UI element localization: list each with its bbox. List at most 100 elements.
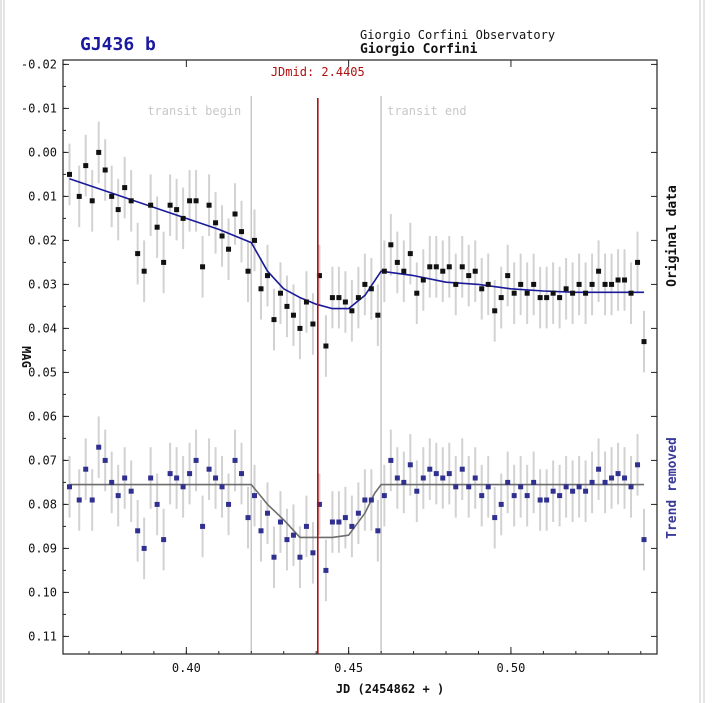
data-point xyxy=(232,457,238,463)
error-bars xyxy=(68,121,646,602)
y-tick-label: 0.08 xyxy=(28,497,57,511)
data-point xyxy=(193,198,199,204)
data-point xyxy=(375,312,381,318)
data-point xyxy=(161,259,167,265)
data-point xyxy=(200,523,206,529)
fit-curve xyxy=(69,483,644,539)
data-point xyxy=(459,264,465,270)
data-point xyxy=(200,264,206,270)
data-point xyxy=(531,281,537,287)
data-point xyxy=(271,317,277,323)
data-point xyxy=(109,479,115,485)
data-point xyxy=(336,519,342,525)
data-point xyxy=(239,471,245,477)
data-point xyxy=(440,268,446,274)
data-point xyxy=(148,202,154,208)
data-point xyxy=(213,475,219,481)
data-point xyxy=(180,484,186,490)
data-point xyxy=(122,185,128,191)
data-point xyxy=(187,198,193,204)
data-point xyxy=(258,528,264,534)
data-point xyxy=(167,202,173,208)
data-point xyxy=(570,488,576,494)
data-point xyxy=(440,475,446,481)
data-point xyxy=(557,295,563,301)
data-point xyxy=(115,493,121,499)
data-point xyxy=(381,493,387,499)
data-point xyxy=(122,475,128,481)
data-point xyxy=(550,290,556,296)
data-point xyxy=(394,475,400,481)
data-point xyxy=(316,273,322,279)
data-point xyxy=(109,193,115,199)
x-tick-label: 0.50 xyxy=(496,661,525,675)
data-point xyxy=(154,224,160,230)
data-point xyxy=(219,233,225,239)
data-point xyxy=(427,264,433,270)
data-point xyxy=(446,264,452,270)
data-point xyxy=(492,308,498,314)
data-point xyxy=(349,308,355,314)
data-point xyxy=(258,286,264,292)
data-point xyxy=(128,198,134,204)
data-point xyxy=(239,229,245,235)
data-point xyxy=(342,515,348,521)
data-point xyxy=(557,493,563,499)
data-point xyxy=(135,251,141,257)
jdmid-label: JDmid: 2.4405 xyxy=(271,65,365,79)
data-point xyxy=(583,488,589,494)
data-point xyxy=(174,475,180,481)
fit-curve xyxy=(69,178,644,310)
data-point xyxy=(544,295,550,301)
data-point xyxy=(394,259,400,265)
data-point xyxy=(213,220,219,226)
data-point xyxy=(271,554,277,560)
data-point xyxy=(628,484,634,490)
data-point xyxy=(589,479,595,485)
data-point xyxy=(167,471,173,477)
data-point xyxy=(277,519,283,525)
data-point xyxy=(102,167,108,173)
data-point xyxy=(485,484,491,490)
data-point xyxy=(446,471,452,477)
data-point xyxy=(232,211,238,217)
data-point xyxy=(453,281,459,287)
y-tick-label: 0.09 xyxy=(28,541,57,555)
data-point xyxy=(381,268,387,274)
data-point xyxy=(141,268,147,274)
data-point xyxy=(609,475,615,481)
data-point xyxy=(524,290,530,296)
data-point xyxy=(264,510,270,516)
data-point xyxy=(583,290,589,296)
data-point xyxy=(277,290,283,296)
data-point xyxy=(609,281,615,287)
data-point xyxy=(284,537,290,543)
data-point xyxy=(414,290,420,296)
data-point xyxy=(362,281,368,287)
data-point xyxy=(635,462,641,468)
data-point xyxy=(368,497,374,503)
x-tick-label: 0.40 xyxy=(172,661,201,675)
data-point xyxy=(375,528,381,534)
data-point xyxy=(518,484,524,490)
data-point xyxy=(485,281,491,287)
data-point xyxy=(303,523,309,529)
data-point xyxy=(635,259,641,265)
data-point xyxy=(615,277,621,283)
data-point xyxy=(407,462,413,468)
data-point xyxy=(329,519,335,525)
data-point xyxy=(161,537,167,543)
data-point xyxy=(96,444,102,450)
y-tick-label: 0.01 xyxy=(28,189,57,203)
data-point xyxy=(323,343,329,349)
data-point xyxy=(355,510,361,516)
data-point xyxy=(323,567,329,573)
data-point xyxy=(310,321,316,327)
data-point xyxy=(401,479,407,485)
data-point xyxy=(479,286,485,292)
data-point xyxy=(226,246,232,252)
data-point xyxy=(206,466,212,472)
data-point xyxy=(576,484,582,490)
y-tick-label: -0.02 xyxy=(21,57,57,71)
